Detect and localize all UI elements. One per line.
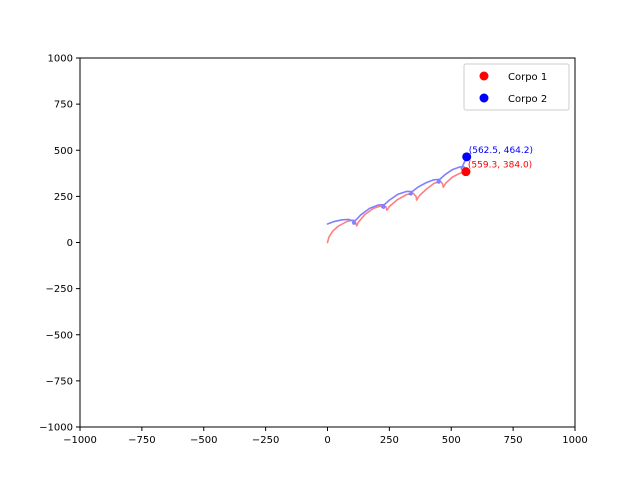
marker-group: (559.3, 384.0) (562.5, 464.2) (461, 146, 533, 177)
x-tick-label: −250 (252, 435, 279, 446)
trajectory-line-2 (326, 156, 468, 225)
y-tick-label: −750 (46, 376, 73, 387)
legend-marker-1 (479, 71, 489, 81)
position-label-1: (559.3, 384.0) (468, 161, 532, 171)
legend-label-1: Corpo 1 (508, 72, 547, 83)
x-tick-label: 250 (380, 435, 399, 446)
y-tick-label: 750 (54, 100, 73, 111)
y-tick-label: −250 (46, 284, 73, 295)
legend-marker-2 (479, 93, 489, 103)
x-tick-label: 500 (442, 435, 461, 446)
x-tick-label: 0 (324, 435, 330, 446)
x-tick-label: 1000 (562, 435, 587, 446)
x-tick-label: −750 (128, 435, 155, 446)
x-tick-label: 750 (504, 435, 523, 446)
body-marker-1 (461, 167, 471, 177)
body-marker-2 (462, 152, 472, 162)
legend-box (463, 63, 570, 111)
legend: Corpo 1 Corpo 2 (463, 63, 570, 111)
y-tick-label: 1000 (48, 54, 73, 65)
position-label-2: (562.5, 464.2) (469, 146, 533, 156)
y-tick-label: 0 (67, 238, 73, 249)
y-tick-label: 500 (54, 146, 73, 157)
y-tick-label: −500 (46, 330, 73, 341)
legend-label-2: Corpo 2 (508, 94, 547, 105)
y-axis: −1000 −750 −500 −250 0 250 500 750 1000 (39, 54, 80, 434)
x-tick-label: −1000 (63, 435, 97, 446)
x-tick-label: −500 (190, 435, 217, 446)
y-tick-label: 250 (54, 192, 73, 203)
trajectory-group (326, 156, 468, 244)
x-axis: −1000 −750 −500 −250 0 250 500 750 1000 (63, 427, 588, 446)
y-tick-label: −1000 (39, 423, 73, 434)
